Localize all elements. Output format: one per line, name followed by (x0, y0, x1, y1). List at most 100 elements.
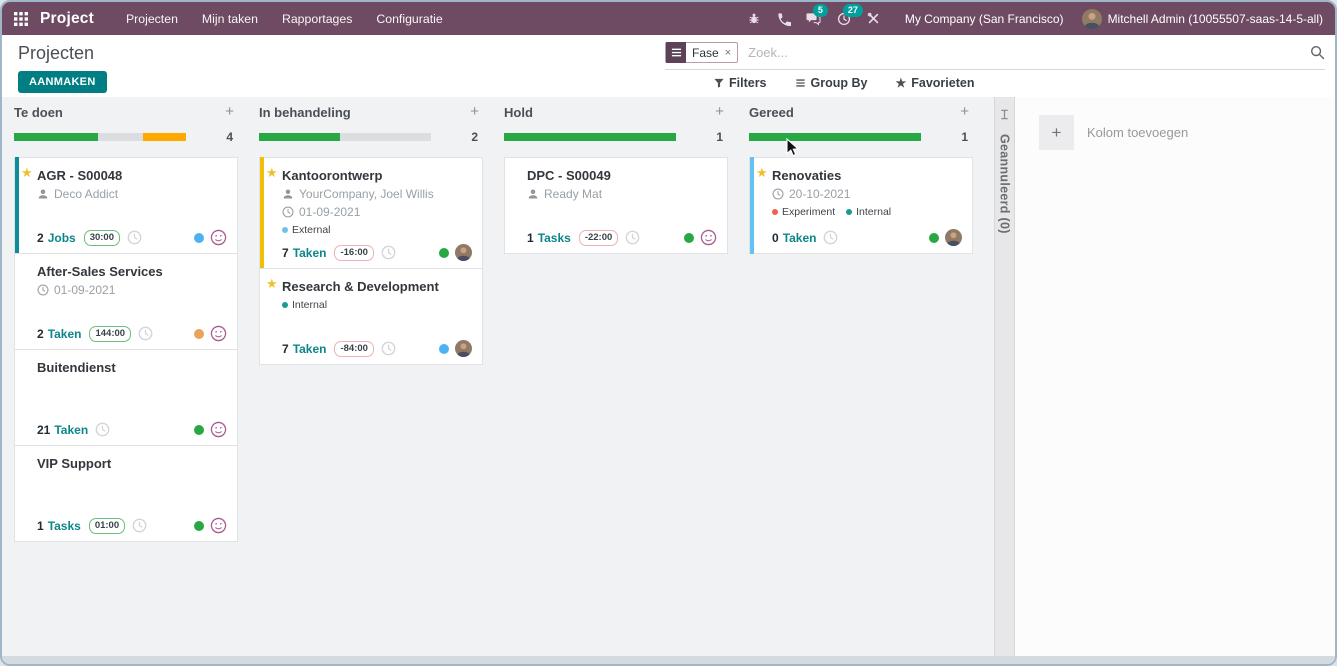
kanban-card[interactable]: Buitendienst 21 Taken (14, 349, 238, 446)
add-column-label[interactable]: Kolom toevoegen (1087, 125, 1189, 140)
tag: External (282, 224, 331, 236)
card-contact: Deco Addict (37, 186, 227, 202)
add-card-icon[interactable]: + (470, 103, 479, 120)
user-menu[interactable]: Mitchell Admin (10055507-saas-14-5-all) (1081, 8, 1323, 29)
activities-icon[interactable]: 27 (829, 3, 863, 26)
column-cards: ★ Kantoorontwerp YourCompany, Joel Willis 0… (259, 157, 483, 365)
status-dot[interactable] (194, 232, 204, 243)
favorites-button[interactable]: ★ Favorieten (895, 76, 975, 90)
kanban-card[interactable]: ★ Kantoorontwerp YourCompany, Joel Willis 0… (259, 157, 483, 269)
expand-column-icon[interactable] (999, 109, 1010, 120)
add-card-icon[interactable]: + (715, 103, 724, 120)
search-icon[interactable] (1310, 45, 1325, 60)
task-count-link[interactable]: 1 Tasks (37, 518, 81, 533)
card-title: AGR - S00048 (37, 168, 123, 183)
schedule-activity-icon[interactable] (823, 230, 838, 245)
messages-icon[interactable]: 5 (799, 3, 829, 26)
column-title[interactable]: In behandeling (259, 105, 351, 120)
schedule-activity-icon[interactable] (381, 341, 396, 356)
column-progress-bar[interactable] (504, 133, 676, 141)
priority-star-icon[interactable]: ★ (266, 276, 278, 291)
hours-badge: 144:00 (89, 325, 132, 342)
tools-icon[interactable] (859, 12, 889, 25)
card-title: Renovaties (772, 168, 842, 183)
task-count-link[interactable]: 2 Jobs (37, 230, 76, 245)
user-name: Mitchell Admin (10055507-saas-14-5-all) (1107, 11, 1323, 26)
add-card-icon[interactable]: + (960, 103, 969, 120)
smiley-avatar-icon[interactable] (700, 229, 717, 246)
search-input[interactable] (746, 44, 1310, 61)
create-button[interactable]: AANMAKEN (18, 71, 107, 93)
task-count-link[interactable]: 21 Taken (37, 422, 89, 437)
avatar (455, 340, 472, 357)
smiley-avatar-icon[interactable] (210, 421, 227, 438)
status-dot[interactable] (439, 247, 449, 258)
schedule-activity-icon[interactable] (95, 422, 110, 437)
group-by-button[interactable]: Group By (795, 76, 867, 90)
company-switcher[interactable]: My Company (San Francisco) (904, 11, 1064, 26)
card-tags: External (282, 224, 472, 236)
schedule-activity-icon[interactable] (625, 230, 640, 245)
search-options: Filters Group By ★ Favorieten (714, 76, 974, 90)
avatar (945, 229, 962, 246)
task-count-link[interactable]: 7 Taken (282, 341, 327, 356)
kanban-card[interactable]: After-Sales Services 01-09-2021 2 Taken 144:… (14, 253, 238, 350)
status-dot[interactable] (194, 520, 204, 531)
task-count-link[interactable]: 1 Tasks (527, 230, 571, 245)
schedule-activity-icon[interactable] (132, 518, 147, 533)
add-card-icon[interactable]: + (225, 103, 234, 120)
column-title[interactable]: Hold (504, 105, 533, 120)
smiley-avatar-icon[interactable] (210, 325, 227, 342)
status-dot[interactable] (194, 328, 204, 339)
kanban-card[interactable]: VIP Support 1 Tasks 01:00 (14, 445, 238, 542)
column-progress-bar[interactable] (14, 133, 186, 141)
status-dot[interactable] (194, 424, 204, 435)
kanban-card[interactable]: ★ Research & Development Internal 7 Taken -84… (259, 268, 483, 365)
search-bar[interactable]: Fase × (665, 42, 1325, 70)
filters-button[interactable]: Filters (714, 76, 767, 90)
add-column-plus-icon[interactable]: + (1039, 115, 1074, 150)
kanban-card[interactable]: ★ Renovaties 20-10-2021 Experiment Internal 0… (749, 157, 973, 254)
bug-icon[interactable] (739, 12, 769, 25)
schedule-activity-icon[interactable] (127, 230, 142, 245)
facet-remove-icon[interactable]: × (724, 46, 732, 59)
priority-star-icon[interactable]: ★ (21, 165, 33, 180)
smiley-avatar-icon[interactable] (210, 229, 227, 246)
schedule-activity-icon[interactable] (138, 326, 153, 341)
column-title[interactable]: Gereed (749, 105, 794, 120)
kanban-card[interactable]: DPC - S00049 Ready Mat 1 Tasks -22:00 (504, 157, 728, 254)
card-footer: 7 Taken -84:00 (282, 332, 472, 357)
tag: Internal (282, 299, 327, 311)
column-header: Hold + 1 (504, 103, 728, 145)
card-title: VIP Support (37, 456, 112, 471)
task-count-link[interactable]: 7 Taken (282, 245, 327, 260)
task-count-link[interactable]: 2 Taken (37, 326, 82, 341)
phone-icon[interactable] (769, 12, 799, 26)
status-dot[interactable] (439, 343, 449, 354)
apps-grid-icon[interactable] (14, 11, 28, 26)
card-tags: Internal (282, 299, 472, 311)
kanban-card[interactable]: ★ AGR - S00048 Deco Addict 2 Jobs 30:00 (14, 157, 238, 254)
status-dot[interactable] (929, 232, 939, 243)
column-header: In behandeling + 2 (259, 103, 483, 145)
priority-star-icon[interactable]: ★ (266, 165, 278, 180)
kanban-column: Te doen + 4 ★ AGR - S00048 Deco Addict 2 Job… (14, 103, 238, 542)
task-count-link[interactable]: 0 Taken (772, 230, 817, 245)
column-progress-bar[interactable] (259, 133, 431, 141)
clock-icon (127, 230, 142, 245)
app-title[interactable]: Project (40, 9, 94, 27)
card-title: DPC - S00049 (527, 168, 611, 183)
menu-rapportages[interactable]: Rapportages (281, 11, 353, 26)
column-title[interactable]: Te doen (14, 105, 63, 120)
status-dot[interactable] (684, 232, 694, 243)
menu-configuratie[interactable]: Configuratie (376, 11, 443, 26)
menu-projecten[interactable]: Projecten (125, 11, 178, 26)
schedule-activity-icon[interactable] (381, 245, 396, 260)
smiley-avatar-icon[interactable] (210, 517, 227, 534)
collapsed-column-geannuleerd[interactable]: Geannuleerd (0) (994, 97, 1015, 664)
card-tags: Experiment Internal (772, 206, 962, 218)
column-progress-bar[interactable] (749, 133, 921, 141)
priority-star-icon[interactable]: ★ (756, 165, 768, 180)
menu-mijn-taken[interactable]: Mijn taken (201, 11, 258, 26)
